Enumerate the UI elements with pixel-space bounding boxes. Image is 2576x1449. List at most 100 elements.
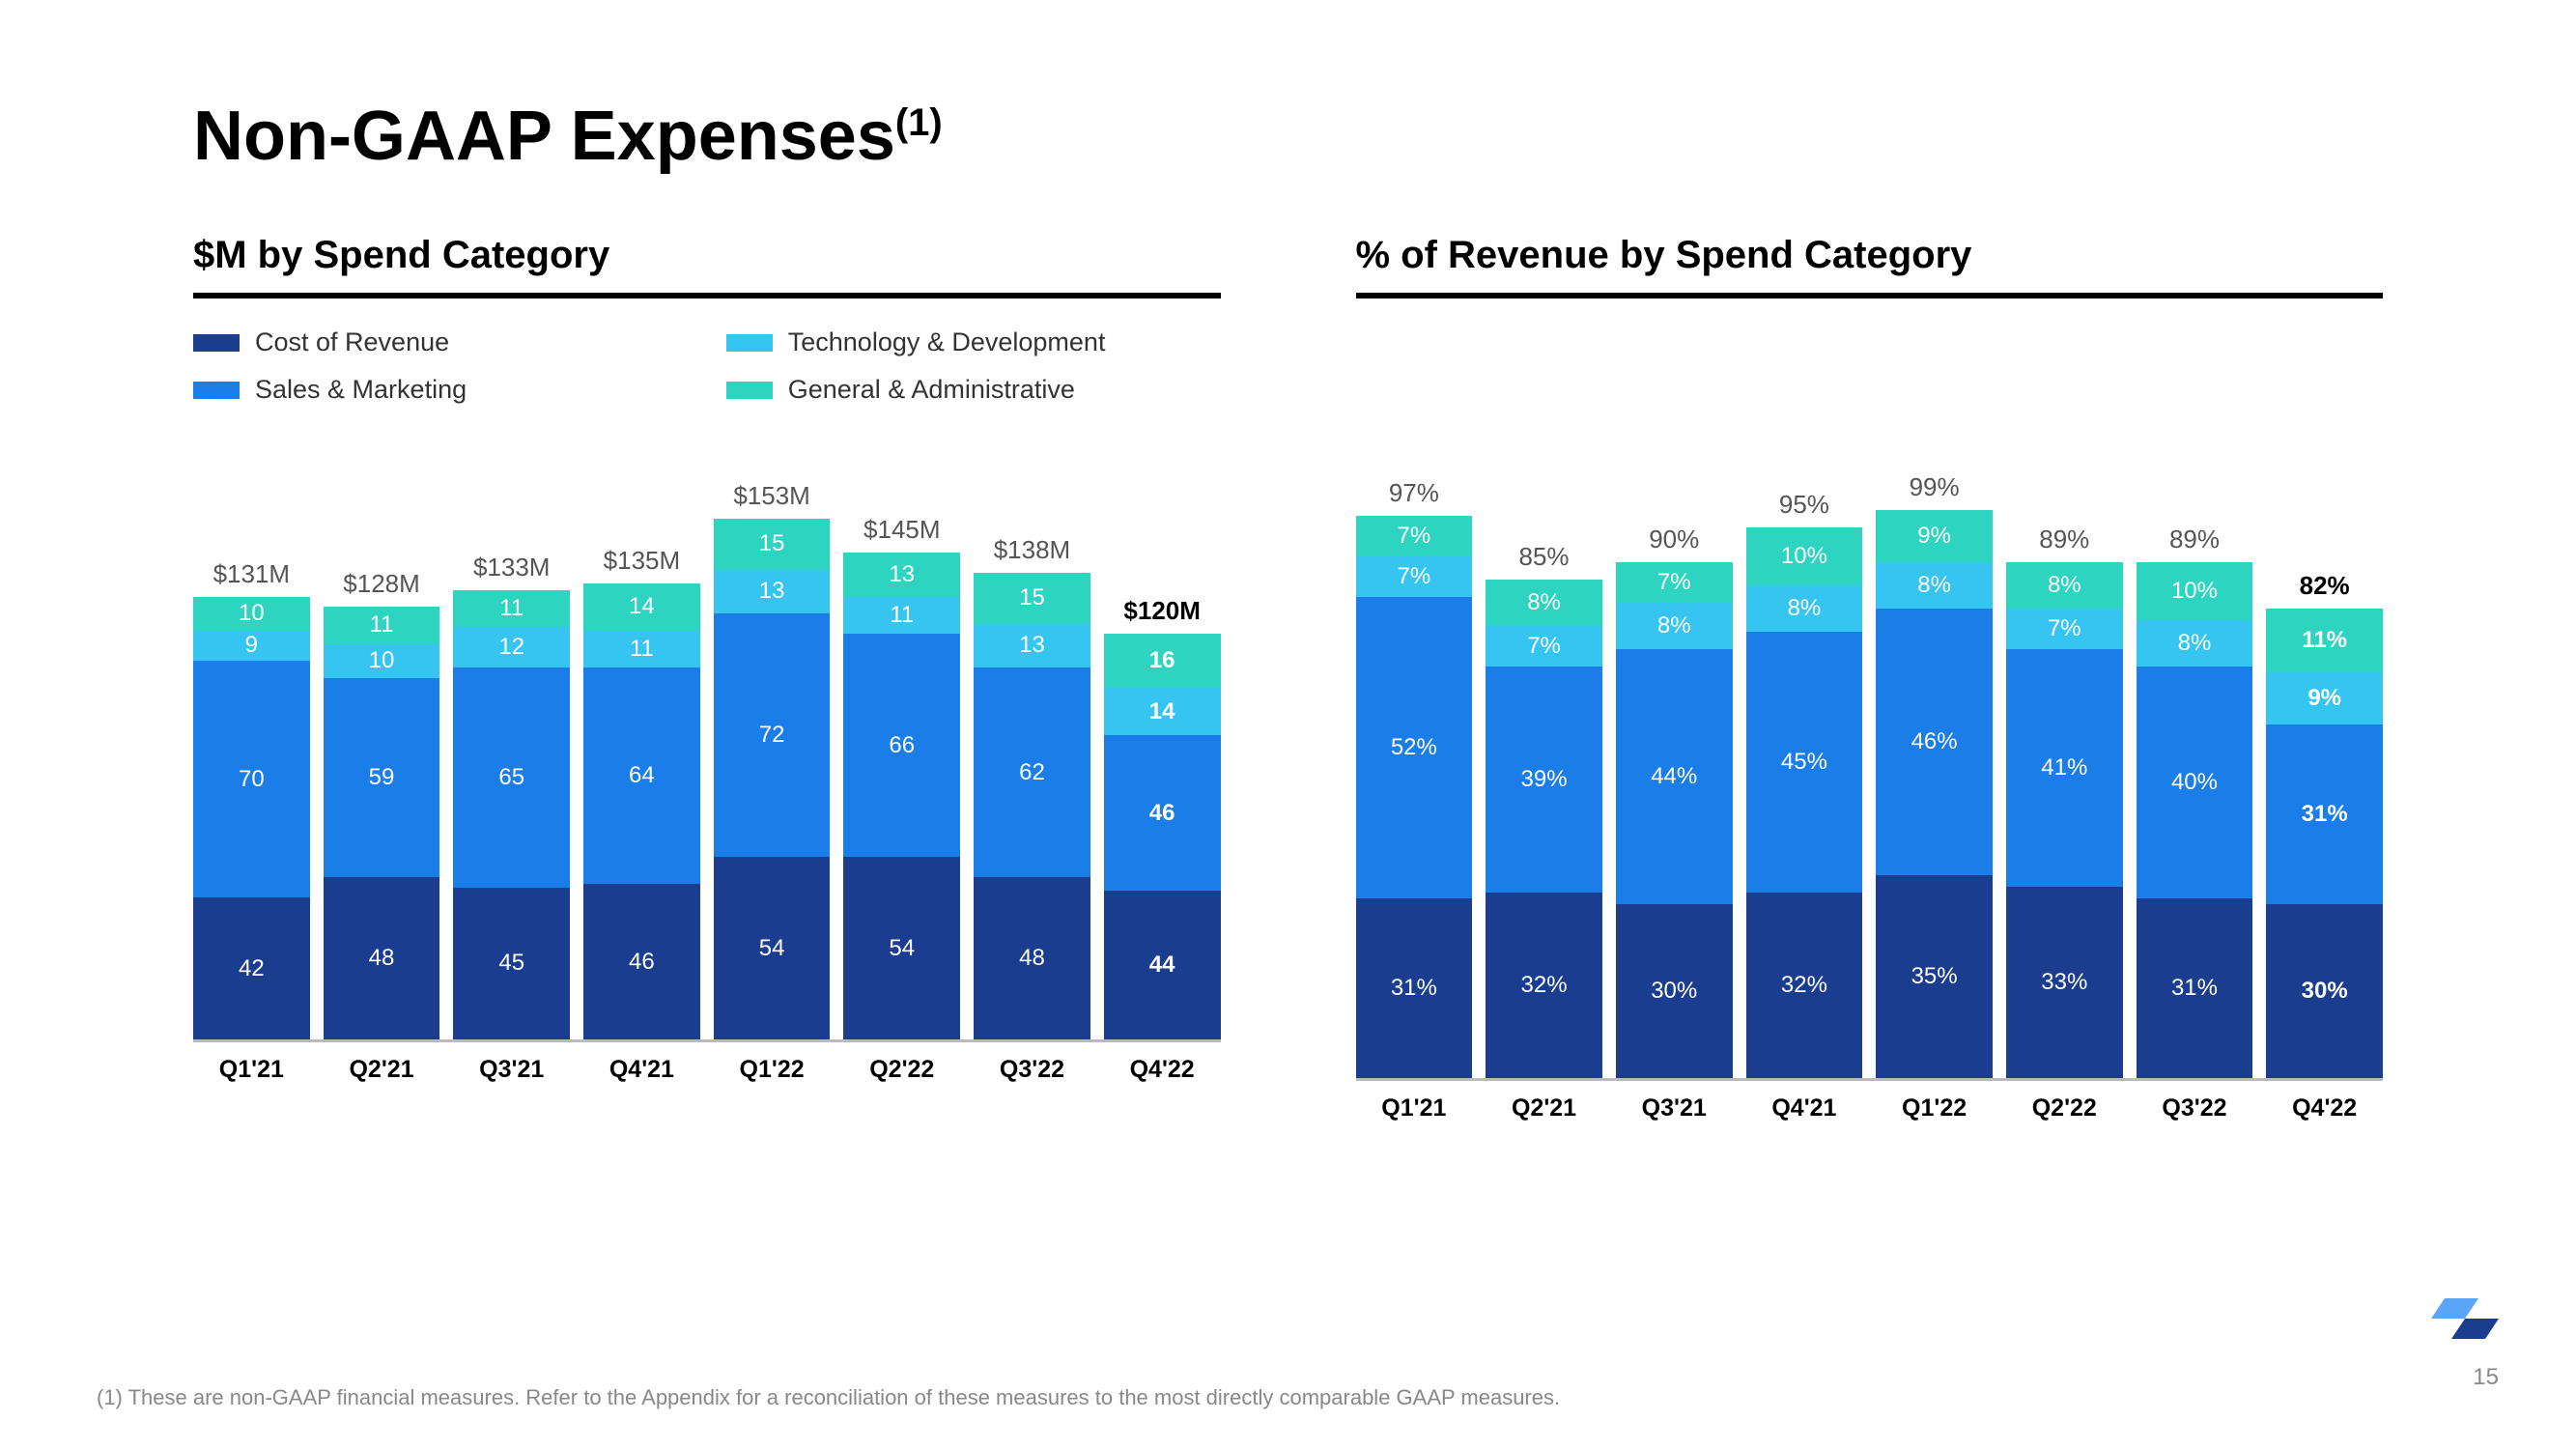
bar-segment-tech-dev: 10 — [324, 644, 440, 678]
bar-segment-sales-marketing: 52% — [1356, 597, 1473, 898]
legend-label: Technology & Development — [788, 327, 1106, 357]
bar-stack: 4270910 — [193, 597, 310, 1040]
x-axis-label: Q4'21 — [1746, 1094, 1863, 1122]
bar-total-label: $131M — [213, 559, 291, 589]
bar-stack: 33%41%7%8% — [2006, 562, 2123, 1078]
bar-total-label: $138M — [994, 535, 1071, 565]
bar-segment-gen-admin: 7% — [1616, 562, 1733, 603]
bar-segment-tech-dev: 14 — [1104, 688, 1221, 735]
bar-total-label: $135M — [604, 546, 681, 576]
legend: Cost of Revenue Technology & Development… — [193, 327, 1221, 405]
bar-total-label: 89% — [2039, 525, 2089, 554]
bar-segment-sales-marketing: 41% — [2006, 649, 2123, 887]
bar-segment-sales-marketing: 62 — [974, 668, 1090, 877]
x-axis-label: Q1'22 — [1876, 1094, 1993, 1122]
bar-segment-tech-dev: 8% — [2137, 620, 2253, 667]
bar-stack: 30%31%9%11% — [2266, 609, 2383, 1078]
legend-sales-marketing: Sales & Marketing — [193, 375, 688, 405]
x-axis-label: Q1'22 — [714, 1056, 831, 1084]
x-axis-label: Q2'22 — [2006, 1094, 2123, 1122]
bar-segment-gen-admin: 15 — [714, 519, 831, 570]
x-axis-label: Q4'21 — [583, 1056, 700, 1084]
x-axis-label: Q3'21 — [1616, 1094, 1733, 1122]
x-axis-label: Q4'22 — [1104, 1056, 1221, 1084]
chart-right-subtitle: % of Revenue by Spend Category — [1356, 234, 2384, 298]
bar-segment-sales-marketing: 44% — [1616, 649, 1733, 904]
bar-total-label: 97% — [1389, 478, 1439, 508]
bar-segment-gen-admin: 10% — [2137, 562, 2253, 620]
bar-segment-gen-admin: 15 — [974, 573, 1090, 624]
bar-column: 89%31%40%8%10% — [2137, 525, 2253, 1078]
bar-segment-cost-of-revenue: 35% — [1876, 875, 1993, 1078]
bar-segment-tech-dev: 11 — [583, 631, 700, 668]
bar-segment-sales-marketing: 66 — [843, 634, 960, 857]
title-text: Non-GAAP Expenses — [193, 98, 895, 175]
legend-spacer — [1356, 327, 2384, 482]
bar-segment-sales-marketing: 64 — [583, 668, 700, 884]
bar-segment-sales-marketing: 59 — [324, 678, 440, 878]
bar-segment-tech-dev: 9 — [193, 631, 310, 662]
bar-segment-sales-marketing: 65 — [453, 668, 570, 888]
bar-column: $120M44461416 — [1104, 596, 1221, 1039]
bar-segment-sales-marketing: 31% — [2266, 724, 2383, 904]
bar-segment-cost-of-revenue: 31% — [1356, 898, 1473, 1078]
bar-stack: 54661113 — [843, 553, 960, 1039]
bar-column: 90%30%44%8%7% — [1616, 525, 1733, 1078]
bar-segment-tech-dev: 11 — [843, 597, 960, 635]
bar-column: 82%30%31%9%11% — [2266, 571, 2383, 1078]
x-axis-label: Q2'22 — [843, 1056, 960, 1084]
swatch-tech-dev — [726, 334, 773, 352]
bar-stack: 46641114 — [583, 583, 700, 1040]
bar-segment-sales-marketing: 70 — [193, 661, 310, 897]
bar-total-label: 95% — [1779, 490, 1829, 520]
bar-stack: 45651211 — [453, 590, 570, 1040]
bar-segment-tech-dev: 8% — [1616, 603, 1733, 649]
bar-total-label: $128M — [343, 569, 420, 599]
bar-segment-cost-of-revenue: 42 — [193, 897, 310, 1039]
bar-segment-cost-of-revenue: 32% — [1486, 893, 1602, 1078]
bar-segment-tech-dev: 13 — [974, 624, 1090, 668]
bar-stack: 48591011 — [324, 607, 440, 1039]
bar-column: $135M 46641114 — [583, 546, 700, 1040]
bar-segment-cost-of-revenue: 48 — [324, 877, 440, 1039]
footnote: (1) These are non-GAAP financial measure… — [97, 1385, 1560, 1410]
swatch-gen-admin — [726, 382, 773, 399]
x-axis-label: Q3'21 — [453, 1056, 570, 1084]
bar-total-label: 90% — [1649, 525, 1699, 554]
bar-segment-cost-of-revenue: 54 — [843, 857, 960, 1039]
x-axis-label: Q1'21 — [1356, 1094, 1473, 1122]
bar-stack: 32%45%8%10% — [1746, 527, 1863, 1078]
chart-left-subtitle: $M by Spend Category — [193, 234, 1221, 298]
bar-total-label: 99% — [1910, 472, 1960, 502]
bar-segment-sales-marketing: 45% — [1746, 632, 1863, 893]
x-axis-label: Q3'22 — [974, 1056, 1090, 1084]
bar-column: 89% 33%41%7%8% — [2006, 525, 2123, 1078]
bar-segment-cost-of-revenue: 46 — [583, 884, 700, 1039]
bar-stack: 54721315 — [714, 519, 831, 1039]
bar-total-label: $133M — [473, 553, 551, 582]
bar-segment-gen-admin: 14 — [583, 583, 700, 631]
bar-column: $153M54721315 — [714, 481, 831, 1039]
bar-segment-cost-of-revenue: 44 — [1104, 891, 1221, 1039]
bar-column: $145M 54661113 — [843, 515, 960, 1039]
bar-segment-gen-admin: 8% — [1486, 580, 1602, 626]
title-sup: (1) — [895, 101, 943, 144]
bar-segment-sales-marketing: 72 — [714, 613, 831, 857]
bar-segment-tech-dev: 7% — [1356, 556, 1473, 597]
bar-segment-gen-admin: 10% — [1746, 527, 1863, 585]
bar-segment-gen-admin: 11 — [324, 607, 440, 644]
bars-area-right: 97%31%52%7%7%85%32%39%7%8%90%30%44%8%7%9… — [1356, 482, 2384, 1081]
slide-title: Non-GAAP Expenses(1) — [193, 97, 2383, 176]
bar-total-label: $145M — [863, 515, 941, 545]
bar-segment-cost-of-revenue: 48 — [974, 877, 1090, 1039]
x-axis-label: Q2'21 — [1486, 1094, 1602, 1122]
bar-segment-gen-admin: 11 — [453, 590, 570, 628]
x-labels-right: Q1'21Q2'21Q3'21Q4'21Q1'22Q2'22Q3'22Q4'22 — [1356, 1094, 2384, 1122]
bar-stack: 44461416 — [1104, 634, 1221, 1039]
bar-segment-cost-of-revenue: 31% — [2137, 898, 2253, 1078]
bar-segment-tech-dev: 8% — [1746, 585, 1863, 632]
legend-cost-of-revenue: Cost of Revenue — [193, 327, 688, 357]
legend-label: Cost of Revenue — [255, 327, 449, 357]
page-number: 15 — [2473, 1364, 2499, 1391]
bar-segment-gen-admin: 13 — [843, 553, 960, 597]
